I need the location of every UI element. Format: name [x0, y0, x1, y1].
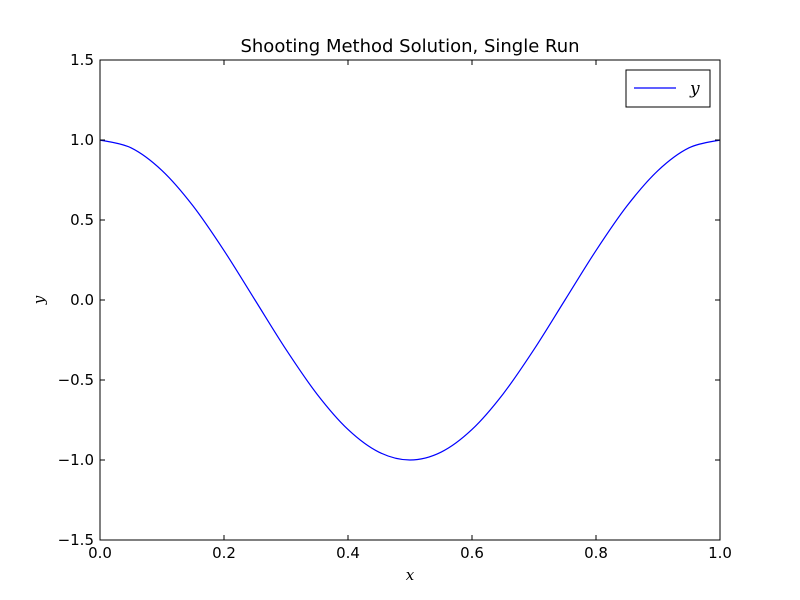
- legend: y: [625, 69, 711, 108]
- chart-title: Shooting Method Solution, Single Run: [240, 36, 579, 57]
- x-tick-label: 0.0: [88, 544, 112, 562]
- x-tick-label: 0.6: [460, 544, 484, 562]
- x-tick-label: 0.2: [212, 544, 236, 562]
- y-tick-label: −1.5: [58, 531, 94, 549]
- x-axis-label: x: [406, 566, 415, 584]
- y-tick-label: 1.5: [70, 51, 94, 69]
- plot-area: 0.0 0.2 0.4 0.6 0.8 1.0 −1.5 −1.0 −0.5 0.0 0.5 1.0 1…: [58, 51, 732, 562]
- series-line-y: [99, 139, 721, 461]
- axes-frame: [99, 59, 721, 541]
- y-tick-label: 0.5: [70, 211, 94, 229]
- legend-label: y: [689, 79, 700, 99]
- y-tick-label: 1.0: [70, 131, 94, 149]
- y-tick-label: −0.5: [58, 371, 94, 389]
- x-tick-label: 1.0: [708, 544, 732, 562]
- x-tick-label: 0.8: [584, 544, 608, 562]
- y-tick-label: 0.0: [70, 291, 94, 309]
- x-tick-label: 0.4: [336, 544, 360, 562]
- y-tick-label: −1.0: [58, 451, 94, 469]
- y-axis-label: y: [30, 295, 48, 305]
